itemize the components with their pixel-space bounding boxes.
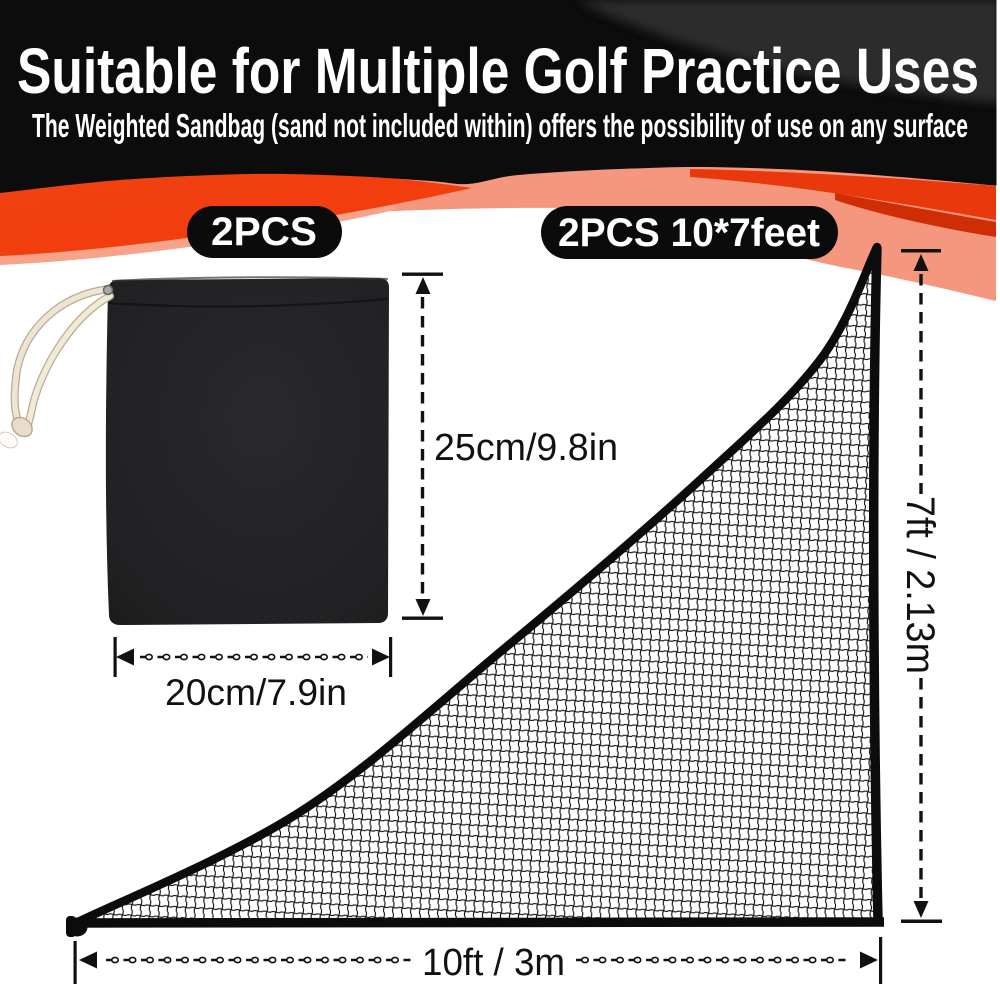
svg-text:7ft / 2.13m: 7ft / 2.13m	[898, 496, 942, 674]
svg-text:Suitable for Multiple Golf Pra: Suitable for Multiple Golf Practice Uses	[17, 35, 979, 107]
svg-text:The Weighted Sandbag (sand not: The Weighted Sandbag (sand not included …	[32, 107, 968, 144]
svg-text:10ft / 3m: 10ft / 3m	[422, 942, 565, 984]
svg-text:2PCS: 2PCS	[211, 210, 317, 254]
svg-text:2PCS 10*7feet: 2PCS 10*7feet	[558, 211, 820, 255]
svg-text:25cm/9.8in: 25cm/9.8in	[434, 427, 618, 469]
svg-text:20cm/7.9in: 20cm/7.9in	[165, 672, 347, 713]
